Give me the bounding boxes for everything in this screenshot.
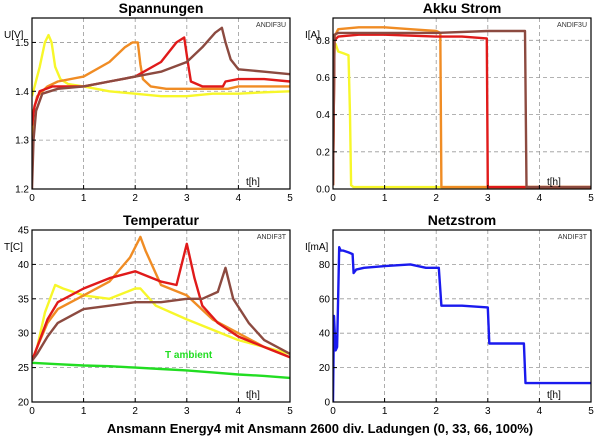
x-tick-label: 0 [330,406,336,417]
series-line-charge100 [32,26,290,189]
x-tick-label: 1 [382,193,388,204]
y-axis-label: I[mA] [305,242,329,253]
y-tick-label: 1.3 [15,136,29,147]
y-tick-label: 40 [319,329,331,340]
chart-title: Akku Strom [423,0,502,16]
series-line-charge100 [32,266,290,362]
series-line-netz [333,245,591,402]
y-tick-label: 0.6 [316,73,330,84]
x-tick-label: 0 [330,193,336,204]
y-tick-label: 1.5 [15,38,29,49]
series-line-charge100 [333,29,591,189]
figure-caption: Ansmann Energy4 mit Ansmann 2600 div. La… [107,421,533,436]
y-tick-label: 20 [319,363,331,374]
chart-title: Netzstrom [428,212,496,228]
plot-frame [332,17,592,190]
y-tick-label: 1.4 [15,87,29,98]
y-tick-label: 0.2 [316,147,330,158]
y-axis-label: I[A] [305,30,320,41]
y-tick-label: 30 [18,329,30,340]
y-tick-label: 80 [319,260,331,271]
x-tick-label: 3 [485,406,491,417]
x-tick-label: 0 [29,406,35,417]
x-tick-label: 4 [236,406,242,417]
chart-tag: ANDIF3U [256,22,286,29]
y-tick-label: 0.0 [316,185,330,196]
x-tick-label: 1 [81,406,87,417]
y-tick-label: 35 [18,294,30,305]
series-line-ambient [32,361,290,380]
x-tick-label: 2 [433,193,439,204]
x-tick-label: 2 [132,406,138,417]
y-tick-label: 60 [319,294,331,305]
chart-title: Spannungen [119,0,204,16]
plot-area [32,18,290,189]
y-tick-label: 45 [18,226,30,237]
x-tick-label: 5 [287,193,293,204]
x-tick-label: 2 [433,406,439,417]
y-tick-label: 0 [324,398,330,409]
series-line-charge66 [333,33,591,189]
x-tick-label: 4 [537,193,543,204]
plot-area [333,230,591,402]
x-tick-label: 3 [184,193,190,204]
x-tick-label: 3 [485,193,491,204]
series-line-charge33 [32,41,290,141]
x-tick-label: 5 [588,406,594,417]
y-axis-label: U[V] [4,30,24,41]
y-axis-label: T[C] [4,242,23,253]
plot-frame [31,17,291,190]
plot-area [333,18,591,189]
y-tick-label: 20 [18,398,30,409]
x-tick-label: 1 [382,406,388,417]
chart-title: Temperatur [123,212,200,228]
x-tick-label: 3 [184,406,190,417]
x-tick-label: 4 [236,193,242,204]
y-tick-label: 0.4 [316,110,330,121]
y-tick-label: 1.2 [15,185,29,196]
y-tick-label: 40 [18,260,30,271]
x-axis-label: t[h] [547,390,561,401]
chart-panel-4: 0 1 2 3 4 5 0 20 40 60 80 Netzstrom I[mA] t[h] ANDIF3T [305,212,594,417]
chart-tag: ANDIF3T [257,234,287,241]
x-tick-label: 1 [81,193,87,204]
x-tick-label: 4 [537,406,543,417]
x-axis-label: t[h] [246,390,260,401]
chart-panel-1: 0 1 2 3 4 5 1.2 1.3 1.4 1.5 Spannungen U[V] t[h] ANDI… [4,0,293,204]
y-tick-label: 25 [18,363,30,374]
series-line-charge66 [32,242,290,362]
plot-frame [31,229,291,403]
x-axis-label: t[h] [547,177,561,188]
series-line-charge0 [32,283,290,362]
ambient-annotation: T ambient [165,350,213,361]
x-axis-label: t[h] [246,177,260,188]
chart-tag: ANDIF3U [557,22,587,29]
x-tick-label: 0 [29,193,35,204]
series-line-charge33 [32,235,290,362]
chart-panel-3: 0 1 2 3 4 5202530354045TemperaturT[C]t[h]ANDI… [4,212,293,417]
x-tick-label: 5 [588,193,594,204]
x-tick-label: 5 [287,406,293,417]
series-line-charge66 [32,36,290,126]
plot-frame [332,229,592,403]
y-tick-label: 0.8 [316,36,330,47]
series-line-charge0 [32,33,290,98]
x-tick-label: 2 [132,193,138,204]
plot-area [32,230,290,402]
chart-panel-2: 0 1 2 3 4 5 0.0 0.2 0.4 0.6 0.8 Akku Strom I[A] t[h] A… [305,0,594,204]
chart-tag: ANDIF3T [558,234,588,241]
